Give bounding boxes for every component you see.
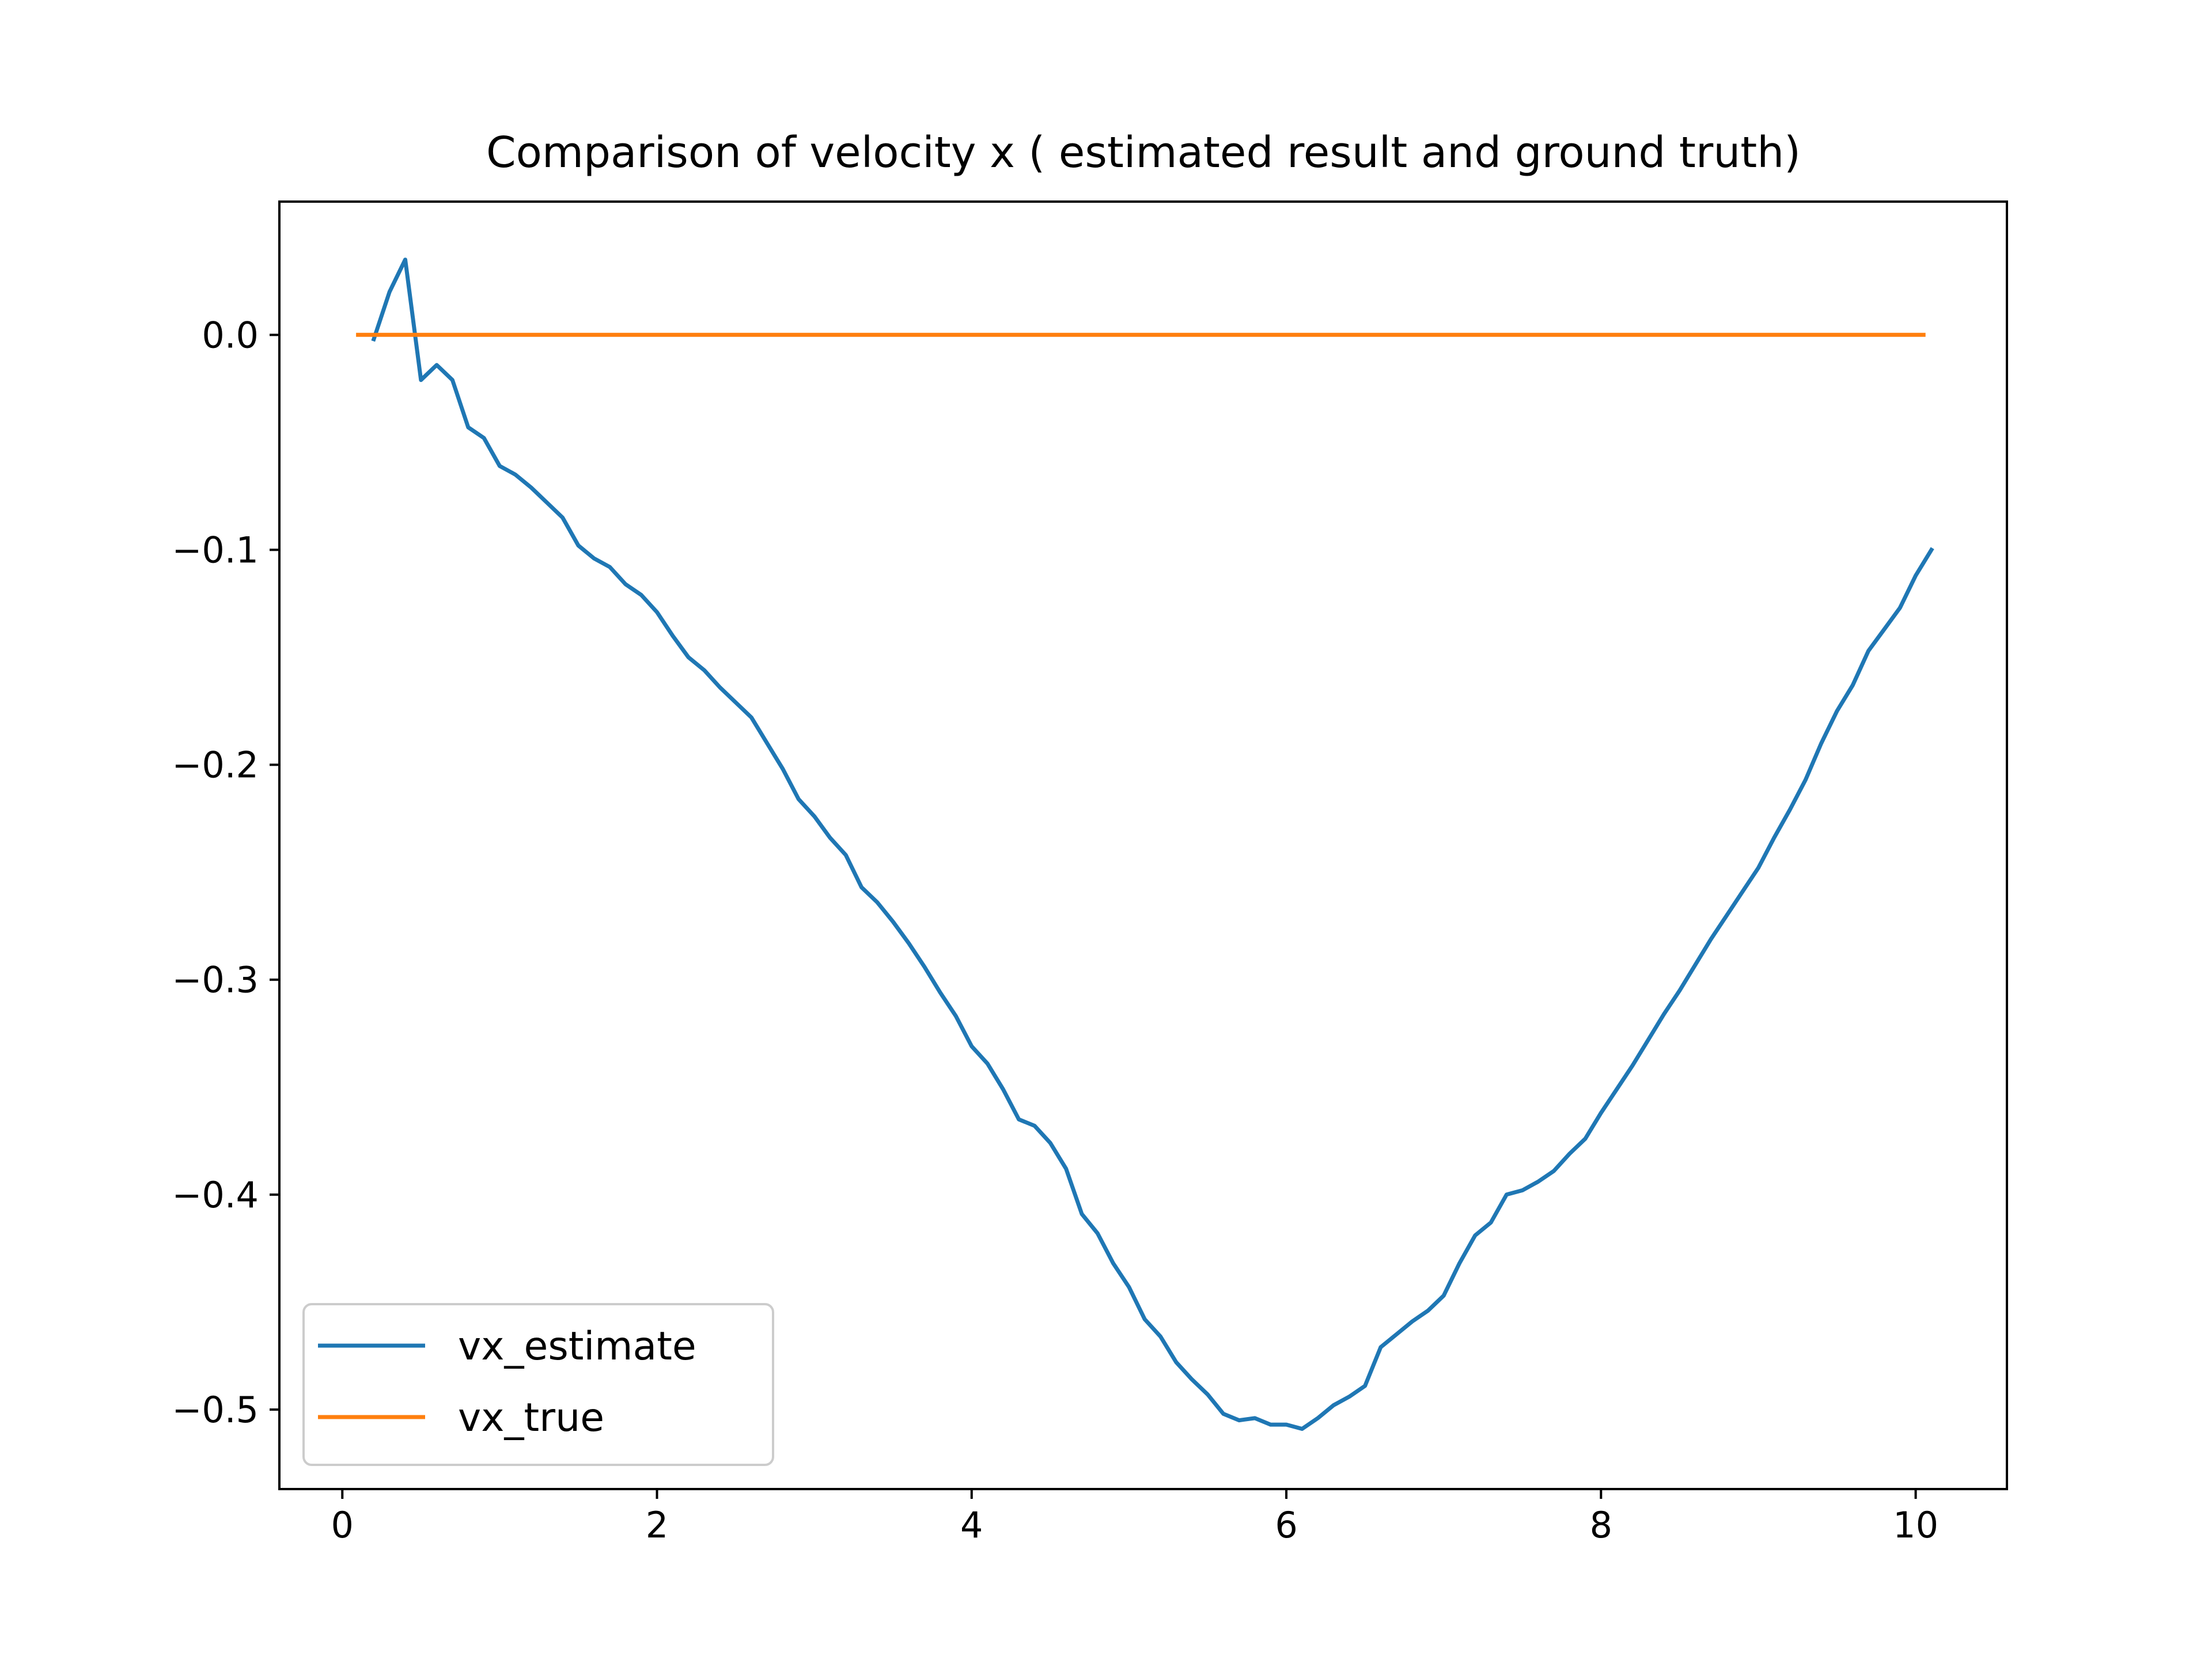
x-tick-label: 8	[1590, 1504, 1612, 1546]
plot-frame	[278, 200, 2008, 1490]
legend: vx_estimate vx_true	[302, 1303, 774, 1466]
series-line-vx-estimate	[371, 257, 1934, 1431]
y-tick-label: −0.5	[172, 1389, 259, 1431]
plot-series	[356, 257, 1934, 1431]
x-tick-label: 2	[646, 1504, 668, 1546]
chart-title: Comparison of velocity x ( estimated res…	[486, 128, 1801, 177]
legend-label-vx-estimate: vx_estimate	[458, 1324, 696, 1369]
x-tick-label: 6	[1275, 1504, 1297, 1546]
y-tick-label: 0.0	[202, 314, 259, 356]
y-tick-label: −0.1	[172, 529, 259, 571]
x-axis: 0 2 4 6 8 10	[331, 1489, 1938, 1546]
y-tick-label: −0.2	[172, 744, 259, 786]
x-tick-label: 4	[960, 1504, 983, 1546]
y-tick-label: −0.3	[172, 959, 259, 1001]
x-tick-label: 0	[331, 1504, 354, 1546]
x-tick-label: 10	[1893, 1504, 1938, 1546]
y-tick-label: −0.4	[172, 1174, 259, 1216]
y-axis: 0.0 −0.1 −0.2 −0.3 −0.4 −0.5	[172, 314, 279, 1431]
legend-label-vx-true: vx_true	[458, 1395, 604, 1441]
